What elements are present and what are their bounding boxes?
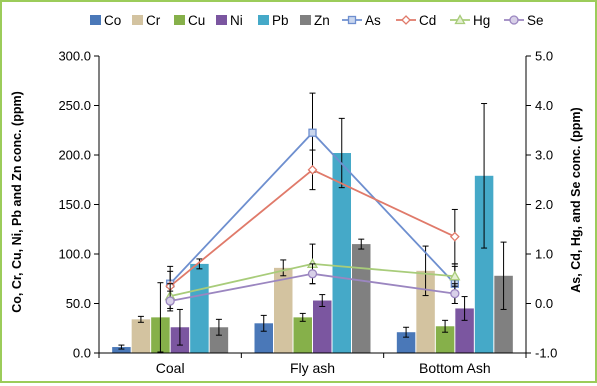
bar-zn xyxy=(352,244,371,353)
bar-pb xyxy=(190,263,209,353)
legend-label: As xyxy=(365,13,381,28)
legend-label: Se xyxy=(527,13,544,28)
legend-marker xyxy=(454,14,466,25)
legend-swatch xyxy=(300,15,311,25)
legend-item-hg: Hg xyxy=(450,13,490,28)
y-tick-label: 250.0 xyxy=(58,98,91,113)
y-tick-label: 200.0 xyxy=(58,148,91,163)
legend-swatch xyxy=(174,15,185,25)
bar-ni xyxy=(455,308,474,353)
axes: 0.0 50.0 100.0 150.0 200.0 250.0 300.0 -1.0 0.0 1… xyxy=(58,49,557,377)
y-axis-title-right: As, Cd, Hg, and Se conc. (ppm) xyxy=(569,107,583,292)
bar-cr xyxy=(416,270,435,353)
marker-se xyxy=(450,288,460,299)
bar-pb xyxy=(332,153,351,353)
marker-se xyxy=(307,269,318,279)
bar-cr xyxy=(131,319,151,353)
legend-label: Hg xyxy=(473,13,490,28)
y-tick-label: 150.0 xyxy=(58,197,91,212)
legend-swatch xyxy=(216,15,227,25)
bar-co xyxy=(396,332,416,353)
legend-item-cd: Cd xyxy=(396,13,436,28)
y2-tick-label: 0.0 xyxy=(535,296,553,311)
legend-item-se: Se xyxy=(504,13,544,28)
bar-co xyxy=(112,347,131,353)
plot-area xyxy=(112,92,513,353)
y2-tick-label: 2.0 xyxy=(535,197,553,212)
bar-ni xyxy=(313,300,332,353)
marker-se xyxy=(165,296,175,306)
marker-hg xyxy=(449,270,461,281)
legend-marker xyxy=(347,15,357,25)
legend-label: Cr xyxy=(146,13,161,28)
y2-tick-label: 1.0 xyxy=(535,247,553,262)
bar-pb xyxy=(474,175,494,353)
marker-cd xyxy=(449,231,460,242)
legend-label: Cu xyxy=(188,13,205,28)
y-axis-title-left: Co, Cr, Cu, Ni, Pb and Zn conc. (ppm) xyxy=(10,91,24,313)
bar-zn xyxy=(494,275,513,353)
y2-tick-label: 4.0 xyxy=(535,98,553,113)
y2-tick-label: -1.0 xyxy=(535,346,557,361)
y-tick-label: 100.0 xyxy=(58,247,91,262)
y-tick-label: 0.0 xyxy=(73,346,91,361)
legend-item-as: As xyxy=(342,13,381,28)
x-tick-label: Coal xyxy=(156,360,185,376)
legend-label: Ni xyxy=(230,13,243,28)
legend-item-cr: Cr xyxy=(132,13,161,28)
legend-marker xyxy=(401,15,411,25)
legend-item-co: Co xyxy=(90,13,121,28)
legend-label: Zn xyxy=(314,13,330,28)
chart-legend: Co Cr Cu Ni Pb Zn As Cd Hg Se xyxy=(90,13,544,28)
y2-tick-label: 3.0 xyxy=(535,148,553,163)
legend-label: Co xyxy=(104,13,121,28)
bar-cu xyxy=(293,317,312,353)
legend-item-cu: Cu xyxy=(174,13,205,28)
y-tick-label: 300.0 xyxy=(58,49,91,64)
legend-item-pb: Pb xyxy=(258,13,289,28)
bar-cr xyxy=(274,267,293,353)
legend-item-ni: Ni xyxy=(216,13,243,28)
legend-label: Pb xyxy=(272,13,289,28)
x-tick-label: Fly ash xyxy=(290,360,335,376)
legend-swatch xyxy=(258,15,269,25)
y2-tick-label: 5.0 xyxy=(535,49,553,64)
legend-swatch xyxy=(132,15,143,25)
x-tick-label: Bottom Ash xyxy=(419,360,491,376)
marker-cd xyxy=(307,164,318,175)
legend-label: Cd xyxy=(419,13,436,28)
marker-as xyxy=(308,128,317,137)
bar-zn xyxy=(209,327,229,353)
bar-cu xyxy=(435,326,455,353)
bar-co xyxy=(254,323,273,353)
y-tick-label: 50.0 xyxy=(66,296,91,311)
legend-marker xyxy=(509,15,519,25)
chart: Co Cr Cu Ni Pb Zn As Cd Hg Se 0.0 50.0 100.0 150.0 20… xyxy=(10,13,583,377)
legend-item-zn: Zn xyxy=(300,13,330,28)
legend-swatch xyxy=(90,15,101,25)
